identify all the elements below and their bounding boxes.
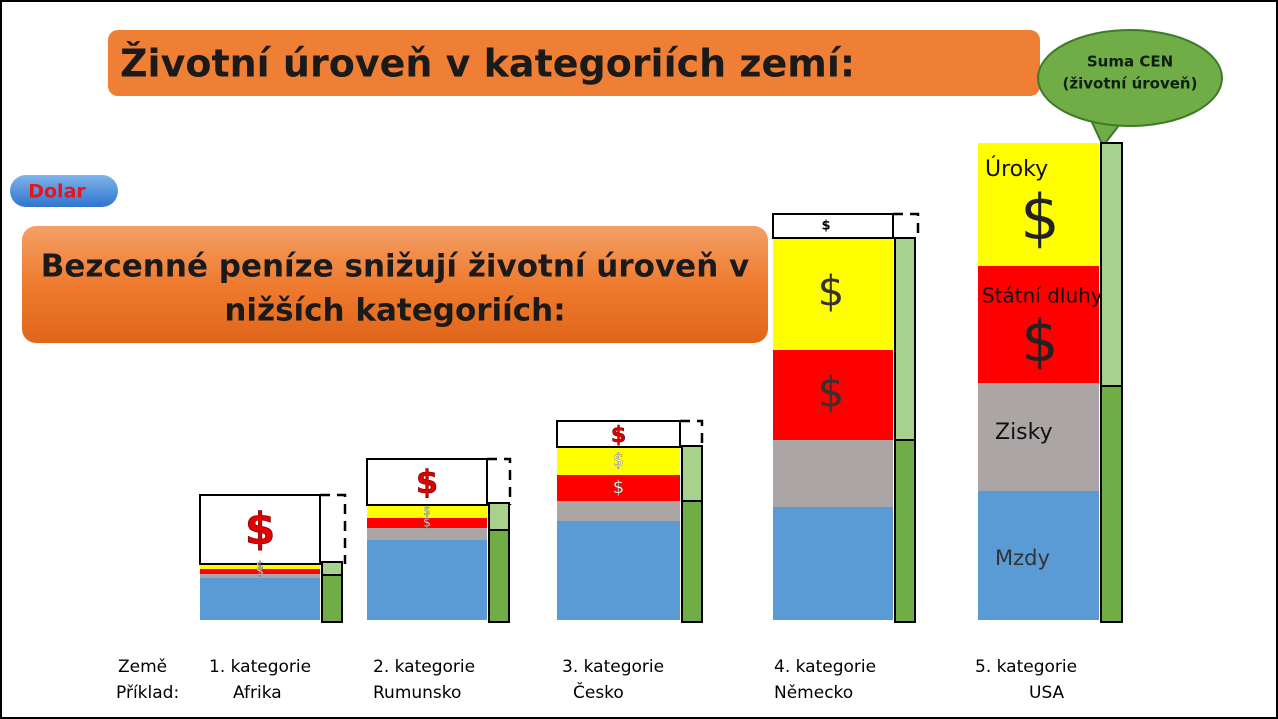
money-box bbox=[366, 458, 488, 506]
subtitle: nižších kategoriích: bbox=[224, 293, 565, 329]
price-sum-dark bbox=[321, 574, 343, 623]
dollar-sign: $ bbox=[613, 477, 624, 498]
money-box bbox=[556, 420, 681, 448]
dollar-sign: $ bbox=[818, 267, 845, 316]
dollar-sign: $ bbox=[245, 504, 276, 555]
dollar-sign: $ bbox=[818, 368, 845, 417]
dollar-sign: $ bbox=[1020, 181, 1059, 254]
category-name: 3. kategorie bbox=[562, 657, 664, 677]
badge bbox=[10, 175, 118, 207]
price-sum-light bbox=[681, 445, 703, 502]
dashed-box bbox=[893, 212, 920, 238]
price-sum-dark bbox=[488, 529, 510, 623]
category-country: Německo bbox=[774, 683, 853, 703]
wages-block bbox=[367, 540, 487, 620]
dashed-box bbox=[320, 493, 347, 564]
price-sum-dark bbox=[1100, 385, 1123, 623]
interest-block bbox=[978, 143, 1099, 266]
dollar-sign: $ bbox=[416, 463, 438, 501]
dashed-box bbox=[487, 457, 512, 505]
category-country: USA bbox=[1029, 683, 1065, 703]
profits-block bbox=[367, 528, 487, 540]
profits-block bbox=[773, 440, 893, 507]
dollar-sign: $ bbox=[821, 219, 830, 234]
title: Životní úroveň v kategoriích zemí: bbox=[120, 42, 855, 86]
wages-block bbox=[773, 507, 893, 620]
price-sum-dark bbox=[681, 500, 703, 623]
debt-block bbox=[978, 266, 1099, 383]
category-country: Česko bbox=[573, 681, 624, 703]
dollar-sign: $ bbox=[423, 504, 431, 518]
segment-label: Úroky bbox=[985, 156, 1048, 182]
callout bbox=[1037, 29, 1223, 127]
profits-block bbox=[557, 501, 680, 521]
debt-block bbox=[557, 475, 680, 501]
price-sum-dark bbox=[894, 439, 916, 623]
price-sum-light bbox=[321, 561, 343, 576]
price-sum-light bbox=[1100, 142, 1123, 387]
segment-label: Státní dluhy bbox=[982, 284, 1103, 308]
money-box bbox=[199, 494, 321, 565]
debt-block bbox=[773, 350, 893, 440]
title-bar bbox=[108, 30, 1040, 96]
segment-label: Mzdy bbox=[995, 546, 1050, 570]
dollar-sign: $ bbox=[423, 516, 431, 530]
category-name: 2. kategorie bbox=[373, 657, 475, 677]
subtitle-box bbox=[22, 226, 768, 343]
wages-block bbox=[200, 578, 320, 620]
category-country: Afrika bbox=[233, 683, 282, 703]
subtitle: Bezcenné peníze snižují životní úroveň v bbox=[41, 249, 750, 285]
interest-block bbox=[200, 564, 320, 569]
debt-block bbox=[200, 569, 320, 574]
wages-block bbox=[978, 491, 1099, 620]
interest-block bbox=[557, 447, 680, 475]
interest-block bbox=[367, 505, 487, 518]
callout-text: Suma CEN bbox=[1087, 53, 1173, 71]
wages-block bbox=[557, 521, 680, 620]
dollar-sign: $ bbox=[256, 559, 264, 573]
segment-label: Zisky bbox=[995, 420, 1053, 445]
dollar-sign: $ bbox=[1022, 307, 1059, 375]
money-box bbox=[772, 213, 894, 239]
category-country: Rumunsko bbox=[373, 683, 461, 703]
category-name: 1. kategorie bbox=[209, 657, 311, 677]
callout-text: (životní úroveň) bbox=[1063, 75, 1198, 93]
dollar-sign: $ bbox=[611, 423, 626, 448]
badge-text: Dolar bbox=[28, 181, 86, 203]
footer-label: Země bbox=[118, 657, 167, 677]
category-name: 5. kategorie bbox=[975, 657, 1077, 677]
profits-block bbox=[200, 574, 320, 578]
debt-block bbox=[367, 518, 487, 528]
price-sum-light bbox=[488, 502, 510, 531]
dashed-box bbox=[680, 419, 704, 447]
dollar-sign: $ bbox=[613, 450, 624, 471]
footer-label: Příklad: bbox=[116, 683, 179, 703]
interest-block bbox=[773, 238, 893, 350]
price-sum-light bbox=[894, 237, 916, 441]
dollar-sign: $ bbox=[256, 564, 264, 578]
profits-block bbox=[978, 383, 1099, 491]
category-name: 4. kategorie bbox=[774, 657, 876, 677]
